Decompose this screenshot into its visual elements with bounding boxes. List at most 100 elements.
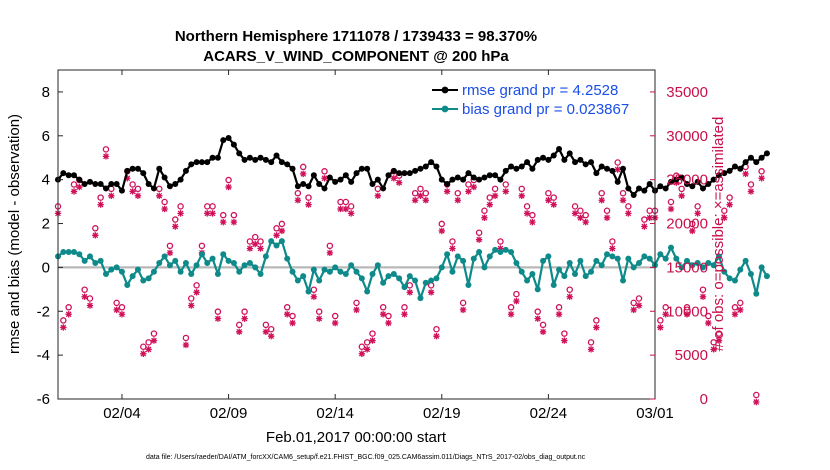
- rmse-point: [129, 165, 136, 172]
- obs-possible-point: [145, 339, 152, 346]
- rmse-point: [438, 176, 445, 183]
- obs-assimilated-point: [331, 319, 339, 327]
- bias-point: [417, 295, 424, 302]
- obs-assimilated-point: [715, 337, 723, 344]
- rmse-point: [204, 159, 211, 166]
- rmse-point: [380, 185, 387, 192]
- obs-assimilated-point: [758, 175, 765, 182]
- rmse-point: [646, 181, 653, 188]
- obs-assimilated-point: [502, 188, 509, 195]
- bias-point: [172, 257, 179, 264]
- y-right-tick-label: 10000: [666, 303, 708, 320]
- bias-point: [747, 270, 754, 277]
- obs-possible-point: [566, 286, 573, 293]
- rmse-point: [657, 183, 664, 190]
- rmse-point: [209, 154, 216, 161]
- bias-point: [177, 268, 184, 275]
- obs-assimilated-point: [257, 245, 264, 252]
- rmse-point: [529, 165, 536, 172]
- obs-assimilated-point: [705, 319, 712, 327]
- bias-point: [683, 257, 690, 264]
- obs-possible-point: [86, 295, 94, 302]
- obs-possible-point: [134, 185, 142, 193]
- rmse-point: [518, 163, 525, 170]
- rmse-point: [326, 174, 333, 181]
- bias-point: [369, 270, 376, 277]
- rmse-point: [214, 154, 221, 161]
- rmse-point: [310, 172, 317, 179]
- obs-possible-point: [401, 304, 408, 311]
- obs-assimilated-point: [710, 346, 717, 353]
- rmse-point: [715, 172, 722, 179]
- obs-possible-point: [518, 185, 525, 193]
- bias-point: [268, 238, 275, 245]
- obs-assimilated-point: [427, 289, 435, 296]
- obs-assimilated-point: [417, 192, 424, 200]
- obs-assimilated-point: [145, 346, 152, 353]
- obs-assimilated-point: [411, 197, 419, 204]
- bias-point: [428, 277, 435, 284]
- obs-assimilated-point: [523, 210, 531, 217]
- bias-point: [476, 249, 483, 256]
- obs-assimilated-point: [150, 337, 158, 344]
- obs-possible-point: [459, 299, 467, 307]
- obs-possible-point: [118, 304, 126, 311]
- rmse-point: [396, 170, 403, 177]
- bias-point: [518, 268, 525, 275]
- bias-point: [715, 253, 722, 260]
- rmse-point: [422, 163, 429, 170]
- obs-assimilated-point: [204, 210, 211, 217]
- y-right-tick-label: 20000: [666, 216, 708, 233]
- obs-assimilated-point: [406, 289, 414, 296]
- bias-point: [326, 268, 333, 275]
- bias-point: [726, 275, 733, 282]
- obs-assimilated-point: [252, 240, 259, 248]
- obs-possible-point: [140, 343, 147, 350]
- obs-possible-point: [475, 229, 483, 236]
- bias-point: [422, 279, 429, 286]
- obs-possible-point: [267, 325, 275, 333]
- obs-possible-point: [550, 194, 557, 201]
- bias-point: [460, 257, 467, 264]
- bias-point: [465, 281, 472, 288]
- bias-point: [641, 253, 648, 260]
- obs-possible-point: [172, 216, 179, 223]
- rmse-point: [284, 161, 291, 168]
- obs-possible-point: [347, 203, 355, 210]
- obs-possible-point: [113, 299, 120, 307]
- obs-assimilated-point: [587, 346, 595, 353]
- y-right-tick-label: 0: [700, 391, 708, 408]
- obs-assimilated-point: [113, 306, 120, 314]
- y-right-tick-label: 30000: [666, 128, 708, 145]
- obs-assimilated-point: [539, 328, 547, 336]
- bias-point: [646, 255, 653, 262]
- obs-possible-point: [177, 203, 184, 210]
- rmse-point: [556, 145, 563, 152]
- bias-point: [140, 277, 147, 284]
- obs-possible-point: [641, 216, 648, 223]
- bias-point: [193, 262, 200, 269]
- obs-assimilated-point: [619, 197, 627, 204]
- rmse-point: [540, 154, 547, 161]
- y-left-tick-label: -6: [37, 391, 50, 408]
- x-tick-label: 02/14: [316, 405, 354, 422]
- obs-possible-point: [454, 189, 462, 197]
- obs-possible-point: [193, 282, 200, 289]
- obs-assimilated-point: [726, 201, 733, 208]
- rmse-point: [561, 156, 568, 163]
- obs-possible-point: [257, 238, 264, 245]
- obs-possible-point: [273, 225, 280, 232]
- legend-rmse-marker: [441, 86, 449, 94]
- rmse-point: [348, 178, 355, 185]
- bias-point: [763, 273, 770, 280]
- rmse-point: [641, 187, 648, 194]
- rmse-point: [65, 172, 72, 179]
- bias-series-points: [55, 238, 770, 302]
- legend-box: [428, 78, 650, 120]
- rmse-point: [449, 176, 456, 183]
- bias-point: [481, 264, 488, 271]
- rmse-point: [124, 167, 131, 174]
- rmse-point: [150, 185, 157, 192]
- obs-assimilated-point: [305, 201, 312, 208]
- obs-possible-point: [262, 321, 270, 329]
